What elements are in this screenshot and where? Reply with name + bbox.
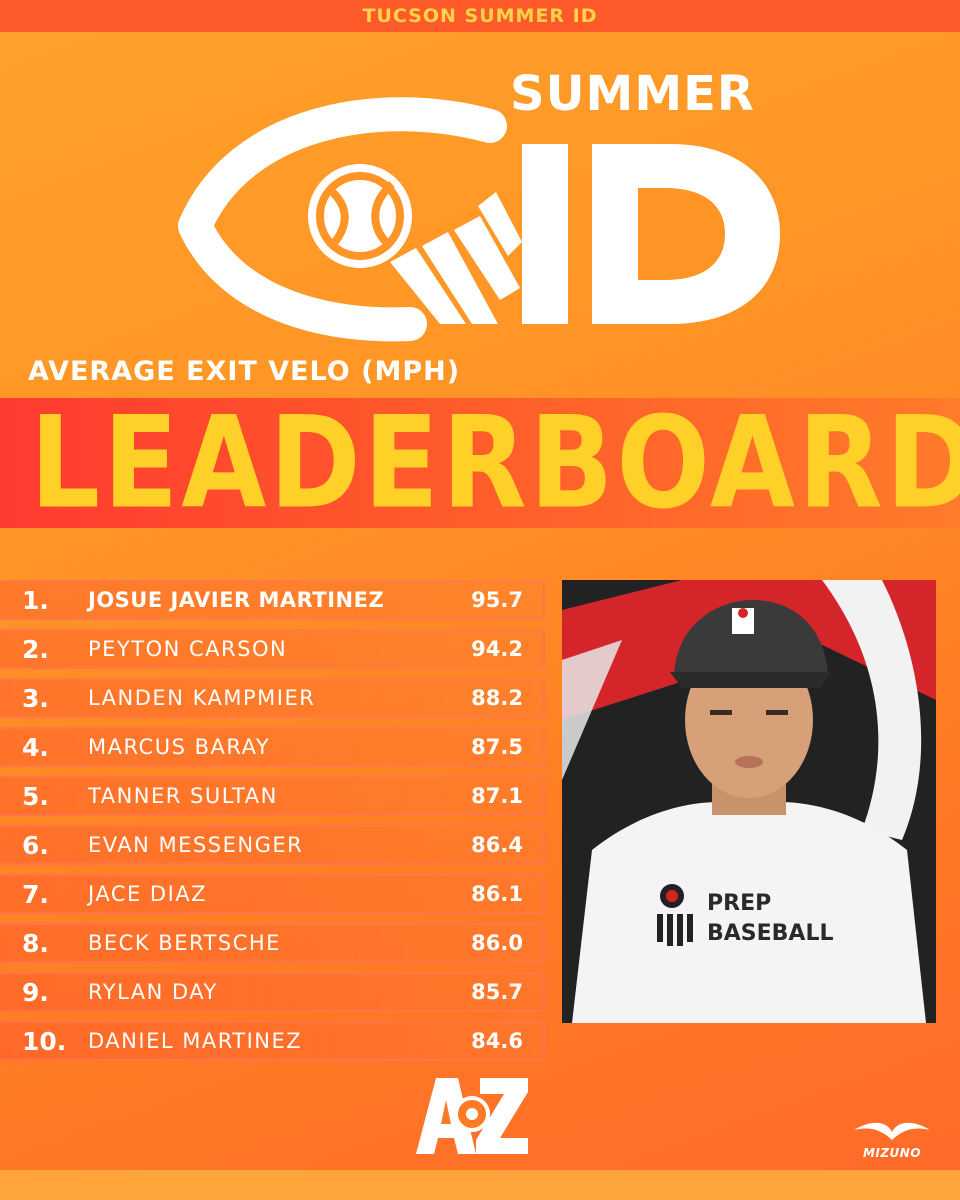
row-player-name: RYLAN DAY [88, 980, 218, 1004]
bottom-bar [0, 1170, 960, 1200]
row-exit-velo: 88.2 [471, 686, 523, 710]
row-exit-velo: 85.7 [471, 980, 523, 1004]
row-player-name: JOSUE JAVIER MARTINEZ [88, 588, 385, 612]
row-exit-velo: 86.4 [471, 833, 523, 857]
row-player-name: TANNER SULTAN [88, 784, 278, 808]
row-player-name: PEYTON CARSON [88, 637, 288, 661]
row-exit-velo: 84.6 [471, 1029, 523, 1053]
row-exit-velo: 95.7 [471, 588, 523, 612]
shirt-text-baseball: BASEBALL [707, 921, 834, 946]
banner-title: LEADERBOARD [30, 389, 960, 537]
row-rank: 10. [22, 1026, 67, 1056]
row-player-name: DANIEL MARTINEZ [88, 1029, 303, 1053]
row-player-name: JACE DIAZ [88, 882, 208, 906]
leaderboard-row: 8. BECK BERTSCHE 86.0 [0, 923, 545, 963]
leaderboard-row: 4. MARCUS BARAY 87.5 [0, 727, 545, 767]
row-player-name: BECK BERTSCHE [88, 931, 281, 955]
leaderboard-row: 7. JACE DIAZ 86.1 [0, 874, 545, 914]
row-player-name: EVAN MESSENGER [88, 833, 304, 857]
row-rank: 3. [22, 683, 49, 713]
row-rank: 7. [22, 879, 49, 909]
row-player-name: LANDEN KAMPMIER [88, 686, 316, 710]
row-exit-velo: 94.2 [471, 637, 523, 661]
leaderboard-row: 1. JOSUE JAVIER MARTINEZ 95.7 [0, 580, 545, 620]
row-rank: 1. [22, 585, 49, 615]
row-rank: 9. [22, 977, 49, 1007]
leaderboard-banner: LEADERBOARD [0, 398, 960, 528]
player-photo: PREP BASEBALL [562, 580, 936, 1023]
event-top-bar: TUCSON SUMMER ID [0, 0, 960, 32]
row-rank: 6. [22, 830, 49, 860]
leaderboard-row: 9. RYLAN DAY 85.7 [0, 972, 545, 1012]
metric-label: AVERAGE EXIT VELO (MPH) [28, 356, 461, 387]
row-exit-velo: 87.1 [471, 784, 523, 808]
row-rank: 2. [22, 634, 49, 664]
row-rank: 8. [22, 928, 49, 958]
leaderboard-row: 5. TANNER SULTAN 87.1 [0, 776, 545, 816]
row-rank: 4. [22, 732, 49, 762]
logo-summer-word: SUMMER [510, 66, 755, 122]
leaderboard-row: 10. DANIEL MARTINEZ 84.6 [0, 1021, 545, 1061]
eye-baseball-logo [178, 97, 780, 342]
leaderboard-row: 6. EVAN MESSENGER 86.4 [0, 825, 545, 865]
shirt-text-prep: PREP [707, 891, 771, 916]
row-exit-velo: 86.1 [471, 882, 523, 906]
row-rank: 5. [22, 781, 49, 811]
az-logo [416, 1078, 528, 1154]
event-title: TUCSON SUMMER ID [362, 5, 598, 27]
leaderboard-row: 2. PEYTON CARSON 94.2 [0, 629, 545, 669]
leaderboard-list: 1. JOSUE JAVIER MARTINEZ 95.7 2. PEYTON … [0, 580, 545, 1070]
mizuno-logo [854, 1122, 930, 1140]
row-player-name: MARCUS BARAY [88, 735, 271, 759]
sponsor-wordmark: MIZUNO [862, 1146, 922, 1160]
row-exit-velo: 86.0 [471, 931, 523, 955]
row-exit-velo: 87.5 [471, 735, 523, 759]
leaderboard-row: 3. LANDEN KAMPMIER 88.2 [0, 678, 545, 718]
